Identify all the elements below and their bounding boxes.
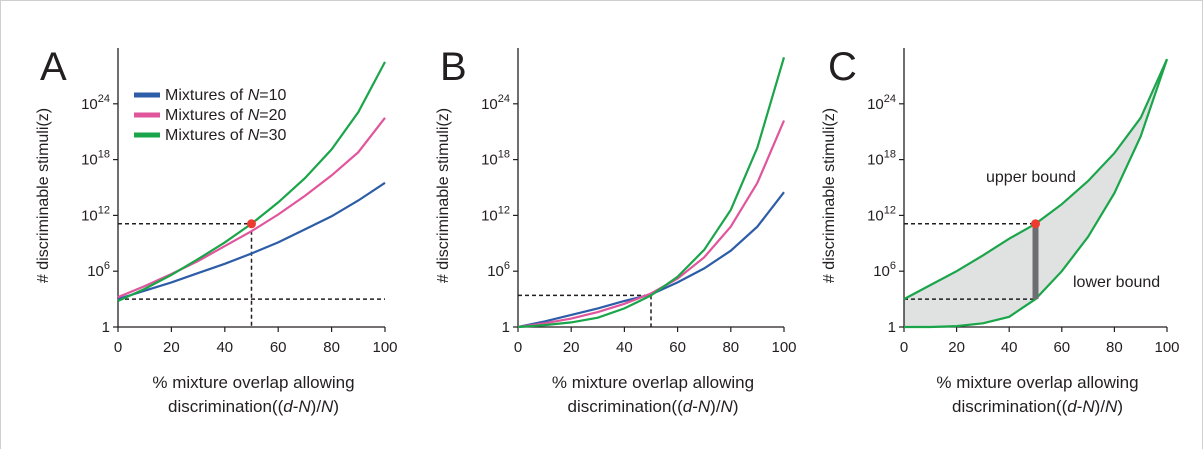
series-line-n10: [517, 191, 785, 329]
x-tick-label: 100: [1154, 339, 1179, 356]
y-tick-label: 1024: [481, 93, 510, 113]
y-tick-label: 1018: [81, 149, 110, 169]
y-tick-label: 1012: [867, 204, 896, 224]
y-tick-label: 1012: [481, 204, 510, 224]
y-tick-label: 1012: [81, 204, 110, 224]
panel-letter-c: C: [828, 45, 857, 89]
y-tick-label: 1: [502, 319, 510, 336]
x-axis-label-line2: discrimination((d-N)/N): [567, 397, 738, 416]
y-tick-label: 106: [87, 260, 110, 280]
series-line-n20: [517, 120, 786, 329]
highlight-marker: [1031, 219, 1040, 229]
panel-b: B 0 20 40 60 80 100 1 106 1012 1018 1024 # discrimi…: [435, 45, 797, 416]
y-axis-label: # discriminable stimuli(z): [35, 108, 52, 283]
x-tick-label: 0: [900, 339, 908, 356]
x-tick-label: 20: [948, 339, 965, 356]
y-tick-label: 1024: [867, 93, 896, 113]
panel-c: C 0 20 40 60 80 100 1 106 1012 1018 1024 # discrimi…: [821, 45, 1180, 416]
x-tick-label: 60: [270, 339, 287, 356]
panel-letter-a: A: [40, 45, 67, 89]
y-tick-label: 1: [888, 319, 896, 336]
panel-letter-b: B: [440, 45, 467, 89]
y-tick-label: 106: [487, 260, 510, 280]
y-tick-label: 1024: [81, 93, 110, 113]
y-tick-label: 1018: [481, 149, 510, 169]
x-tick-label: 0: [114, 339, 122, 356]
y-tick-label: 1018: [867, 149, 896, 169]
x-tick-label: 20: [163, 339, 180, 356]
x-axis-label-line2: discrimination((d-N)/N): [168, 397, 339, 416]
y-axis-label: # discriminable stimuli(z): [821, 108, 838, 283]
highlight-marker: [247, 219, 256, 229]
y-tick-label: 1: [102, 319, 110, 336]
x-tick-label: 40: [216, 339, 233, 356]
x-tick-label: 80: [722, 339, 739, 356]
legend-label: Mixtures of N=30: [165, 127, 286, 144]
legend-label: Mixtures of N=10: [165, 87, 286, 104]
legend-label: Mixtures of N=20: [165, 107, 286, 124]
x-tick-label: 40: [1001, 339, 1018, 356]
x-tick-label: 60: [1053, 339, 1070, 356]
series-line-n10: [117, 181, 386, 301]
y-tick-label: 106: [873, 260, 896, 280]
x-tick-label: 80: [1106, 339, 1123, 356]
upper-bound-annotation: upper bound: [986, 169, 1076, 186]
x-tick-label: 40: [616, 339, 633, 356]
series-line-n20: [117, 117, 386, 299]
x-axis-label-line1: % mixture overlap allowing: [152, 373, 354, 392]
x-tick-label: 60: [669, 339, 686, 356]
x-tick-label: 100: [771, 339, 796, 356]
lower-bound-annotation: lower bound: [1073, 274, 1160, 291]
x-tick-label: 80: [323, 339, 340, 356]
series-line-n30: [517, 56, 786, 329]
y-axis-label: # discriminable stimuli(z): [435, 108, 452, 283]
x-tick-label: 20: [563, 339, 580, 356]
x-axis-label-line2: discrimination((d-N)/N): [952, 397, 1123, 416]
panel-a: A 0 20 40 60 80 100 1 106 1012 1018 1024 # discrimi…: [35, 45, 398, 416]
x-axis-label-line1: % mixture overlap allowing: [552, 373, 754, 392]
x-axis-label-line1: % mixture overlap allowing: [936, 373, 1138, 392]
x-tick-label: 0: [514, 339, 522, 356]
x-tick-label: 100: [372, 339, 397, 356]
